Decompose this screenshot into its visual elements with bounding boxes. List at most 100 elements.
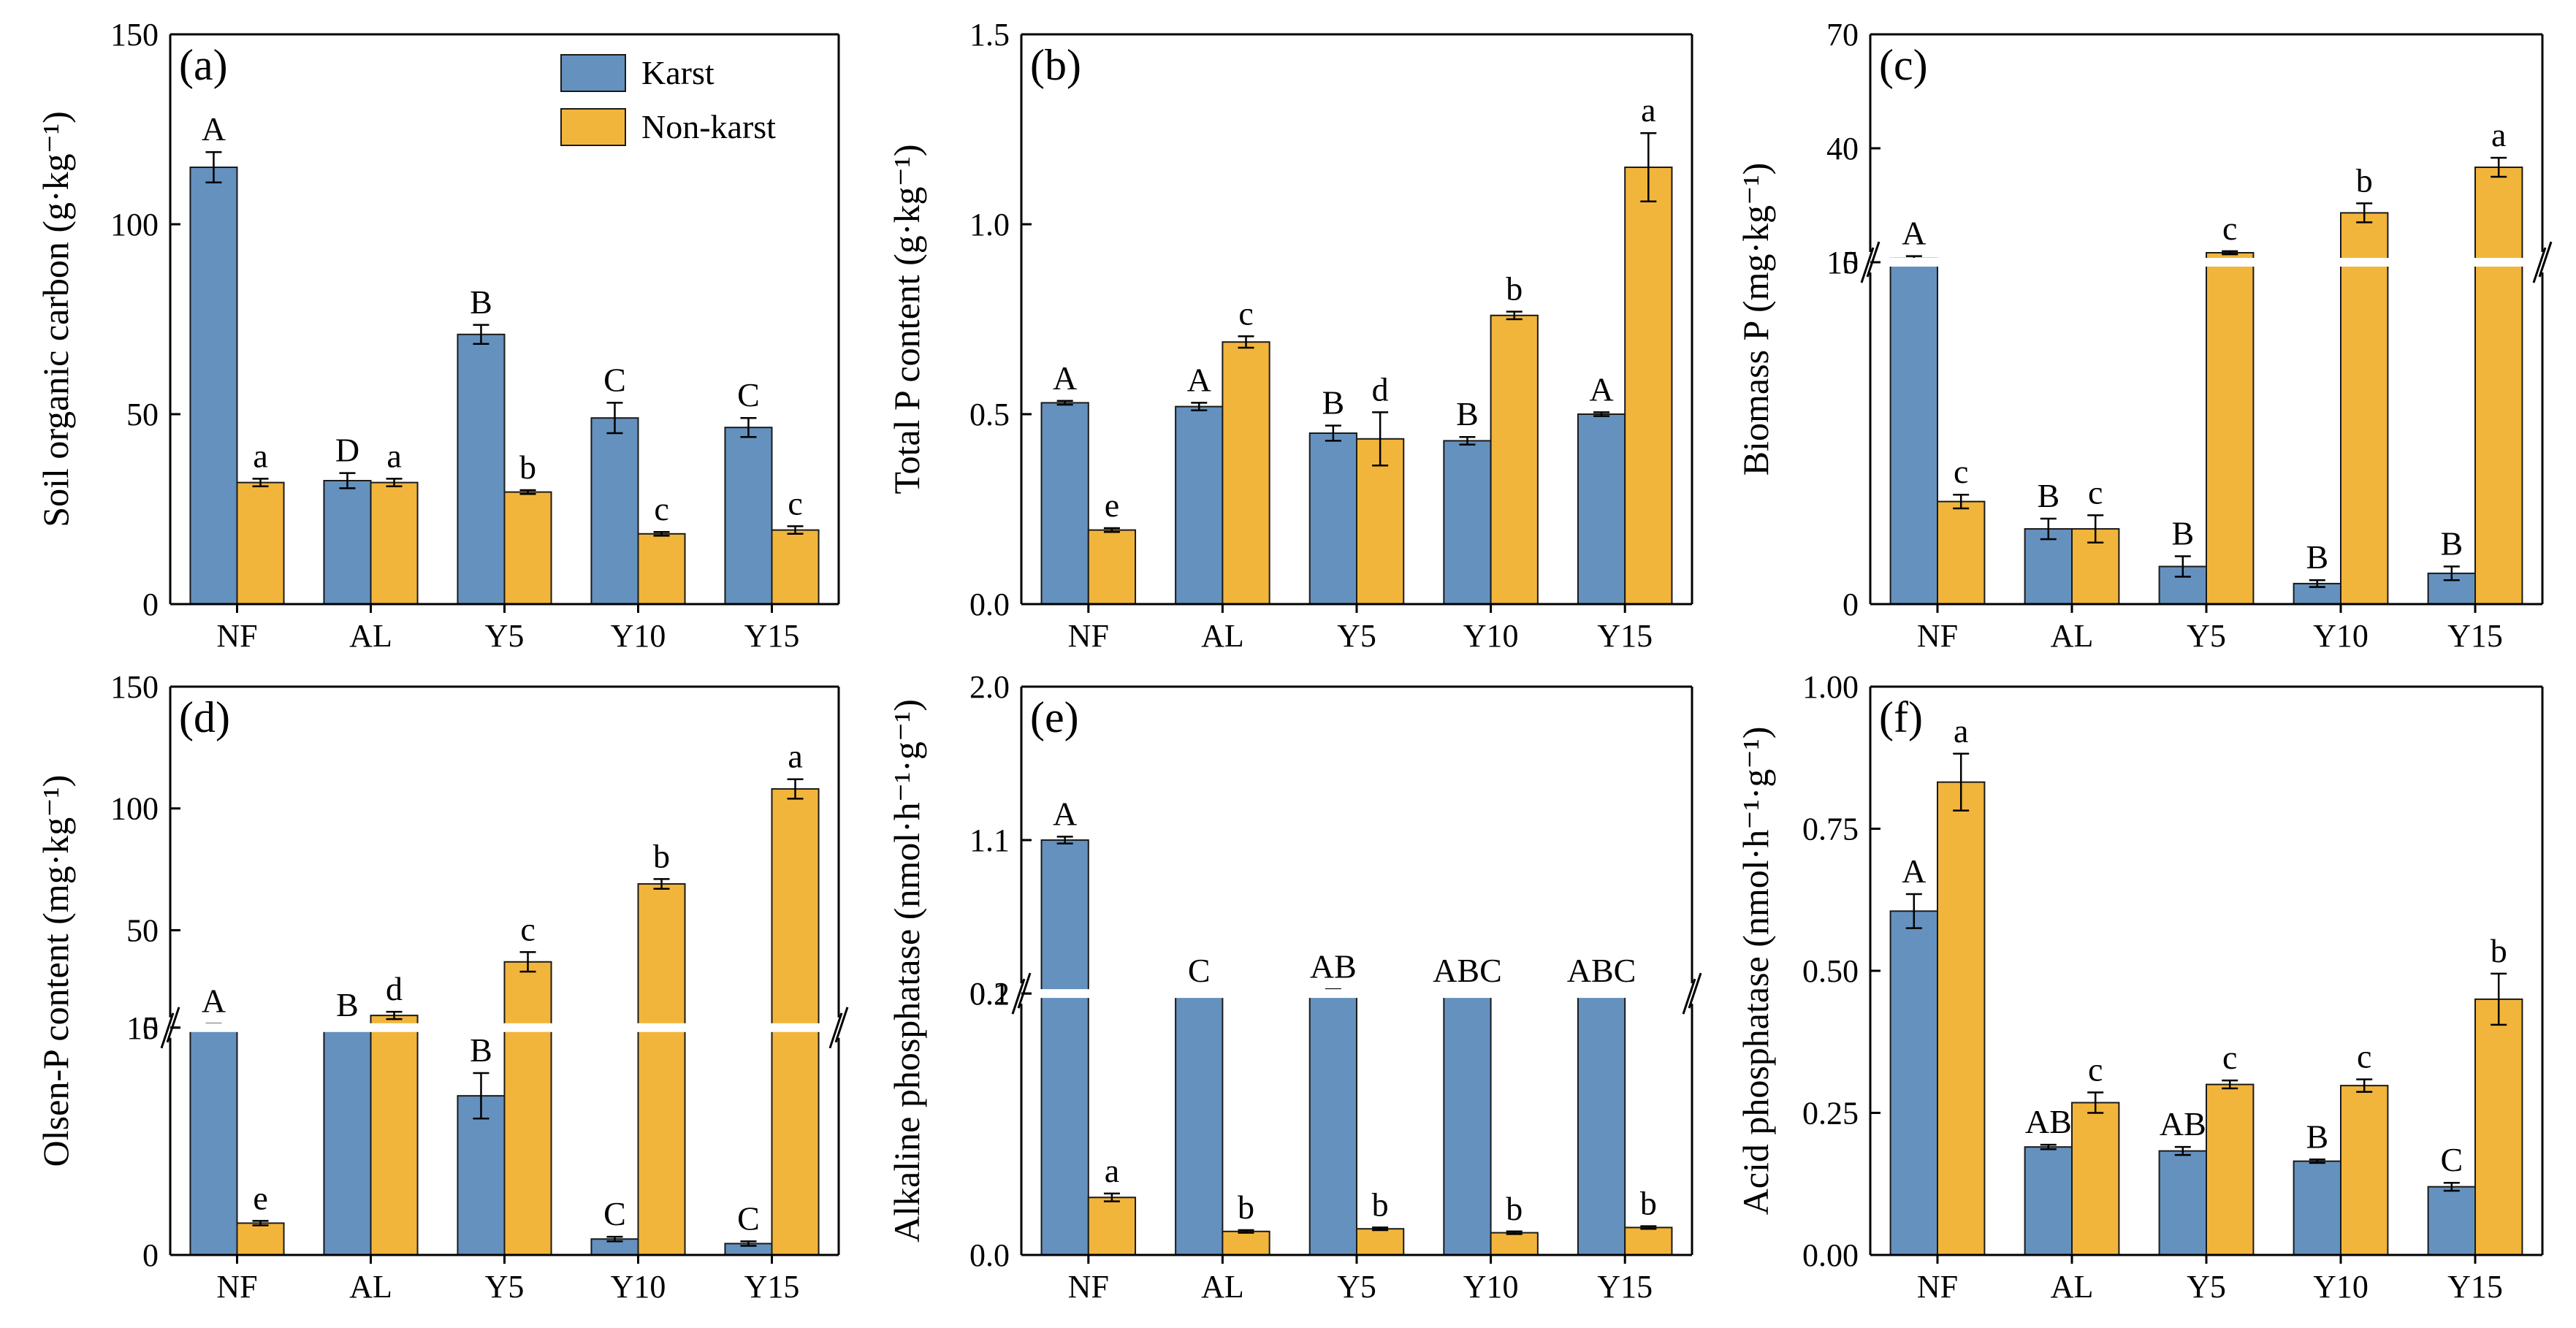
bar-karst-NF [1040, 402, 1089, 606]
panel-d: A B B C Ce d c b a 0 510 50 100 150 NF AL Y5 Y10 Y15 (d) Ols… [35, 669, 849, 1305]
bar-karst-Y5 [2158, 1150, 2208, 1256]
axis-break-mark [1017, 972, 1032, 1009]
significance-letter: b [2356, 161, 2373, 199]
y-tick-label: 1.5 [969, 17, 1010, 53]
y-tick-label: 0.00 [1802, 1237, 1859, 1273]
x-tick-label: Y15 [1597, 1269, 1653, 1305]
x-tick-label: Y10 [611, 1269, 666, 1305]
y-tick-label: 5 [1843, 245, 1859, 281]
bar-karst-AL [1175, 993, 1224, 1256]
bar-karst-AL [323, 480, 372, 605]
significance-letter: b [653, 837, 670, 874]
y-tick-label: 1.0 [969, 207, 1010, 243]
y-axis-label: Alkaline phosphatase (nmol·h⁻¹·g⁻¹) [886, 699, 927, 1243]
y-tick-label: 100 [110, 207, 159, 243]
panel-label: (e) [1030, 693, 1079, 741]
significance-letter: b [1506, 270, 1523, 308]
significance-letter: c [2357, 1038, 2371, 1075]
bar-nonkarst-NF [1937, 781, 1986, 1256]
significance-letter: c [1954, 453, 1968, 490]
bar-karst-Y5 [1308, 991, 1357, 1256]
significance-letter: a [386, 437, 401, 474]
significance-letter: A [202, 982, 226, 1019]
significance-letter: a [1105, 1152, 1119, 1189]
panel-label: (a) [179, 41, 228, 89]
legend-label-karst: Karst [641, 54, 715, 91]
bar-nonkarst-NF [1087, 529, 1137, 605]
significance-letter: ABC [1567, 952, 1636, 989]
significance-letter: AB [1310, 947, 1357, 985]
axis-break-mark [166, 1007, 180, 1043]
bar-karst-NF [189, 167, 238, 605]
bar-nonkarst-Y15 [2474, 998, 2523, 1256]
x-tick-label: NF [1917, 618, 1958, 654]
x-tick-label: Y15 [2447, 1269, 2503, 1305]
significance-letter: B [470, 283, 492, 321]
significance-letter: c [2222, 1039, 2237, 1076]
significance-letter: C [737, 376, 760, 413]
bar-nonkarst-AL [1222, 341, 1270, 605]
y-axis-label: Acid phosphatase (nmol·h⁻¹·g⁻¹) [1735, 727, 1776, 1216]
bar-nonkarst-AL [370, 481, 419, 605]
significance-letter: A [1053, 359, 1077, 397]
significance-letter: A [202, 110, 226, 148]
y-tick-label: 1.1 [969, 823, 1010, 858]
bar-nonkarst-Y15 [1624, 1226, 1673, 1256]
significance-letter: B [1456, 395, 1479, 432]
y-tick-label: 10 [126, 1010, 159, 1046]
significance-letter: C [2440, 1141, 2463, 1178]
legend: Karst Non-karst [560, 54, 776, 146]
x-tick-label: Y10 [2313, 618, 2369, 654]
significance-letter: b [519, 449, 536, 486]
x-tick-label: Y15 [1597, 618, 1653, 654]
panel-b: A A B B Ae c d b a 0.0 0.5 1.0 1.5 NF AL Y5 Y10 Y15 (b) Tot… [886, 17, 1693, 654]
bar-nonkarst-NF [1937, 500, 1986, 605]
x-tick-label: Y5 [2187, 618, 2226, 654]
significance-letter: A [1187, 361, 1211, 398]
x-tick-label: Y5 [1337, 1269, 1376, 1305]
axis-break-mark [1682, 978, 1696, 1015]
significance-letter: d [1372, 370, 1389, 408]
axis-break-mask [1682, 989, 1702, 999]
legend-swatch-karst [560, 54, 626, 92]
significance-letter: d [386, 970, 403, 1007]
y-tick-label: 5 [142, 1010, 159, 1046]
bar-nonkarst-NF [236, 1222, 285, 1256]
y-tick-label: 0 [142, 1237, 159, 1273]
y-tick-label: 0.25 [1802, 1096, 1859, 1132]
x-tick-label: AL [2051, 1269, 2094, 1305]
x-tick-label: Y5 [485, 1269, 525, 1305]
y-tick-label: 100 [110, 791, 159, 827]
significance-letter: b [1372, 1186, 1389, 1223]
bar-nonkarst-Y15 [771, 788, 820, 1256]
y-tick-label: 50 [126, 912, 159, 948]
bar-karst-NF [189, 1024, 238, 1256]
x-tick-label: Y15 [744, 618, 800, 654]
x-tick-label: AL [1201, 618, 1244, 654]
significance-letter: c [1238, 294, 1253, 332]
bar-nonkarst-Y10 [637, 883, 686, 1256]
y-tick-label: 1.00 [1802, 669, 1859, 705]
axis-break-mask [2532, 258, 2553, 267]
axis-break-gap [172, 1023, 837, 1032]
y-tick-label: 50 [126, 397, 159, 432]
panel-e: A C AB ABC ABC a b b b b 0.0 0.10.2 1.1 2.0 NF AL Y5 Y10 Y… [886, 669, 1702, 1305]
axis-break-mask [828, 1023, 849, 1032]
x-tick-label: Y10 [2313, 1269, 2369, 1305]
significance-letter: A [1053, 795, 1077, 832]
significance-letter: AB [2025, 1103, 2072, 1140]
bar-nonkarst-Y10 [637, 533, 686, 605]
x-tick-label: Y5 [2187, 1269, 2226, 1305]
significance-letter: C [603, 361, 626, 398]
y-axis-label: Biomass P (mg·kg⁻¹) [1735, 163, 1776, 476]
bar-nonkarst-AL [2071, 1102, 2120, 1256]
bar-nonkarst-Y10 [2340, 1085, 2389, 1256]
y-tick-label: 10 [1826, 245, 1859, 281]
bar-karst-AL [1175, 405, 1224, 605]
y-tick-label: 0 [1843, 587, 1859, 622]
significance-letter: A [1902, 852, 1926, 890]
bar-nonkarst-Y5 [503, 961, 552, 1256]
significance-letter: c [654, 490, 668, 527]
x-tick-label: AL [349, 618, 392, 654]
